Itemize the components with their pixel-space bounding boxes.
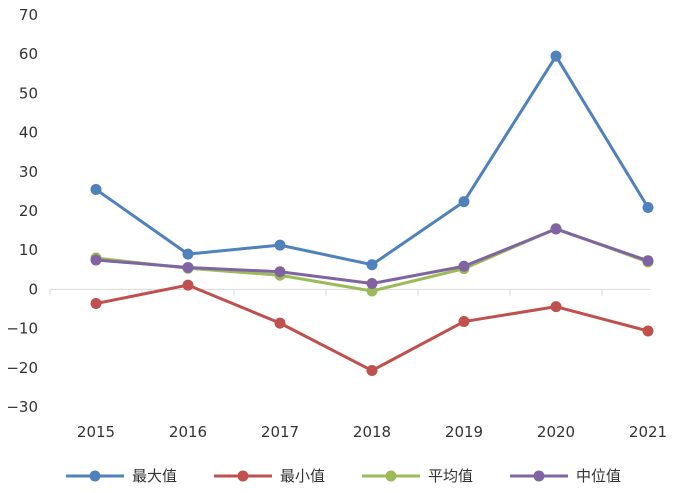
data-point bbox=[274, 239, 286, 251]
data-point bbox=[458, 316, 470, 328]
x-tick-label: 2018 bbox=[353, 423, 391, 441]
data-point bbox=[550, 50, 562, 62]
data-point bbox=[550, 223, 562, 235]
y-tick-label: 50 bbox=[19, 84, 38, 102]
x-tick-label: 2019 bbox=[445, 423, 483, 441]
data-point bbox=[182, 248, 194, 260]
legend-item: 平均值 bbox=[362, 467, 473, 485]
series-line bbox=[94, 283, 650, 373]
data-point bbox=[90, 298, 102, 310]
x-tick-label: 2017 bbox=[261, 423, 299, 441]
x-tick-label: 2015 bbox=[77, 423, 115, 441]
y-tick-label: −20 bbox=[6, 359, 38, 377]
series-2 bbox=[90, 279, 654, 377]
series-line bbox=[94, 227, 650, 286]
y-tick-label: 0 bbox=[28, 280, 38, 298]
x-tick-label: 2020 bbox=[537, 423, 575, 441]
series-1 bbox=[90, 50, 654, 271]
data-point bbox=[458, 260, 470, 272]
x-tick-label: 2016 bbox=[169, 423, 207, 441]
legend: 最大值 最小值 平均值 中位值 bbox=[66, 467, 621, 485]
data-point bbox=[550, 301, 562, 313]
y-tick-label: 70 bbox=[19, 6, 38, 24]
data-point bbox=[642, 325, 654, 337]
data-point bbox=[458, 196, 470, 208]
legend-label: 平均值 bbox=[428, 467, 473, 485]
y-tick-label: 40 bbox=[19, 124, 38, 142]
legend-label: 最大值 bbox=[132, 467, 177, 485]
data-point bbox=[274, 266, 286, 278]
y-tick-label: −30 bbox=[6, 398, 38, 416]
data-point bbox=[182, 261, 194, 273]
y-tick-label: 60 bbox=[19, 45, 38, 63]
data-point bbox=[366, 278, 378, 290]
legend-marker bbox=[89, 470, 101, 482]
y-tick-label: 20 bbox=[19, 202, 38, 220]
data-point bbox=[274, 317, 286, 329]
y-tick-label: −10 bbox=[6, 320, 38, 338]
legend-label: 中位值 bbox=[576, 467, 621, 485]
legend-item: 中位值 bbox=[510, 467, 621, 485]
legend-marker bbox=[385, 470, 397, 482]
data-point bbox=[90, 183, 102, 195]
data-point bbox=[366, 365, 378, 377]
legend-item: 最大值 bbox=[66, 467, 177, 485]
legend-label: 最小值 bbox=[280, 467, 325, 485]
x-tick-label: 2021 bbox=[629, 423, 667, 441]
y-tick-label: 30 bbox=[19, 163, 38, 181]
legend-item: 最小值 bbox=[214, 467, 325, 485]
axis-layer: 70 60 50 40 30 20 10 0 −10 −20 −30 2015 2016 2017 2018… bbox=[6, 6, 667, 441]
data-point bbox=[642, 201, 654, 213]
data-point bbox=[182, 279, 194, 291]
series-layer bbox=[90, 50, 654, 377]
data-point bbox=[642, 255, 654, 267]
legend-marker bbox=[533, 470, 545, 482]
legend-marker bbox=[237, 470, 249, 482]
data-point bbox=[366, 259, 378, 271]
series-4 bbox=[90, 223, 654, 290]
y-tick-label: 10 bbox=[19, 241, 38, 259]
data-point bbox=[90, 254, 102, 266]
